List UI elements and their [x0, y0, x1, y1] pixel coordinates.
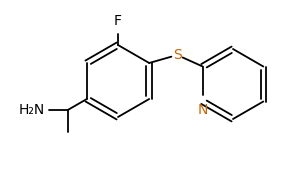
Text: H₂N: H₂N	[18, 103, 45, 117]
Text: F: F	[114, 14, 122, 28]
Text: N: N	[198, 102, 208, 116]
Text: S: S	[173, 48, 181, 62]
